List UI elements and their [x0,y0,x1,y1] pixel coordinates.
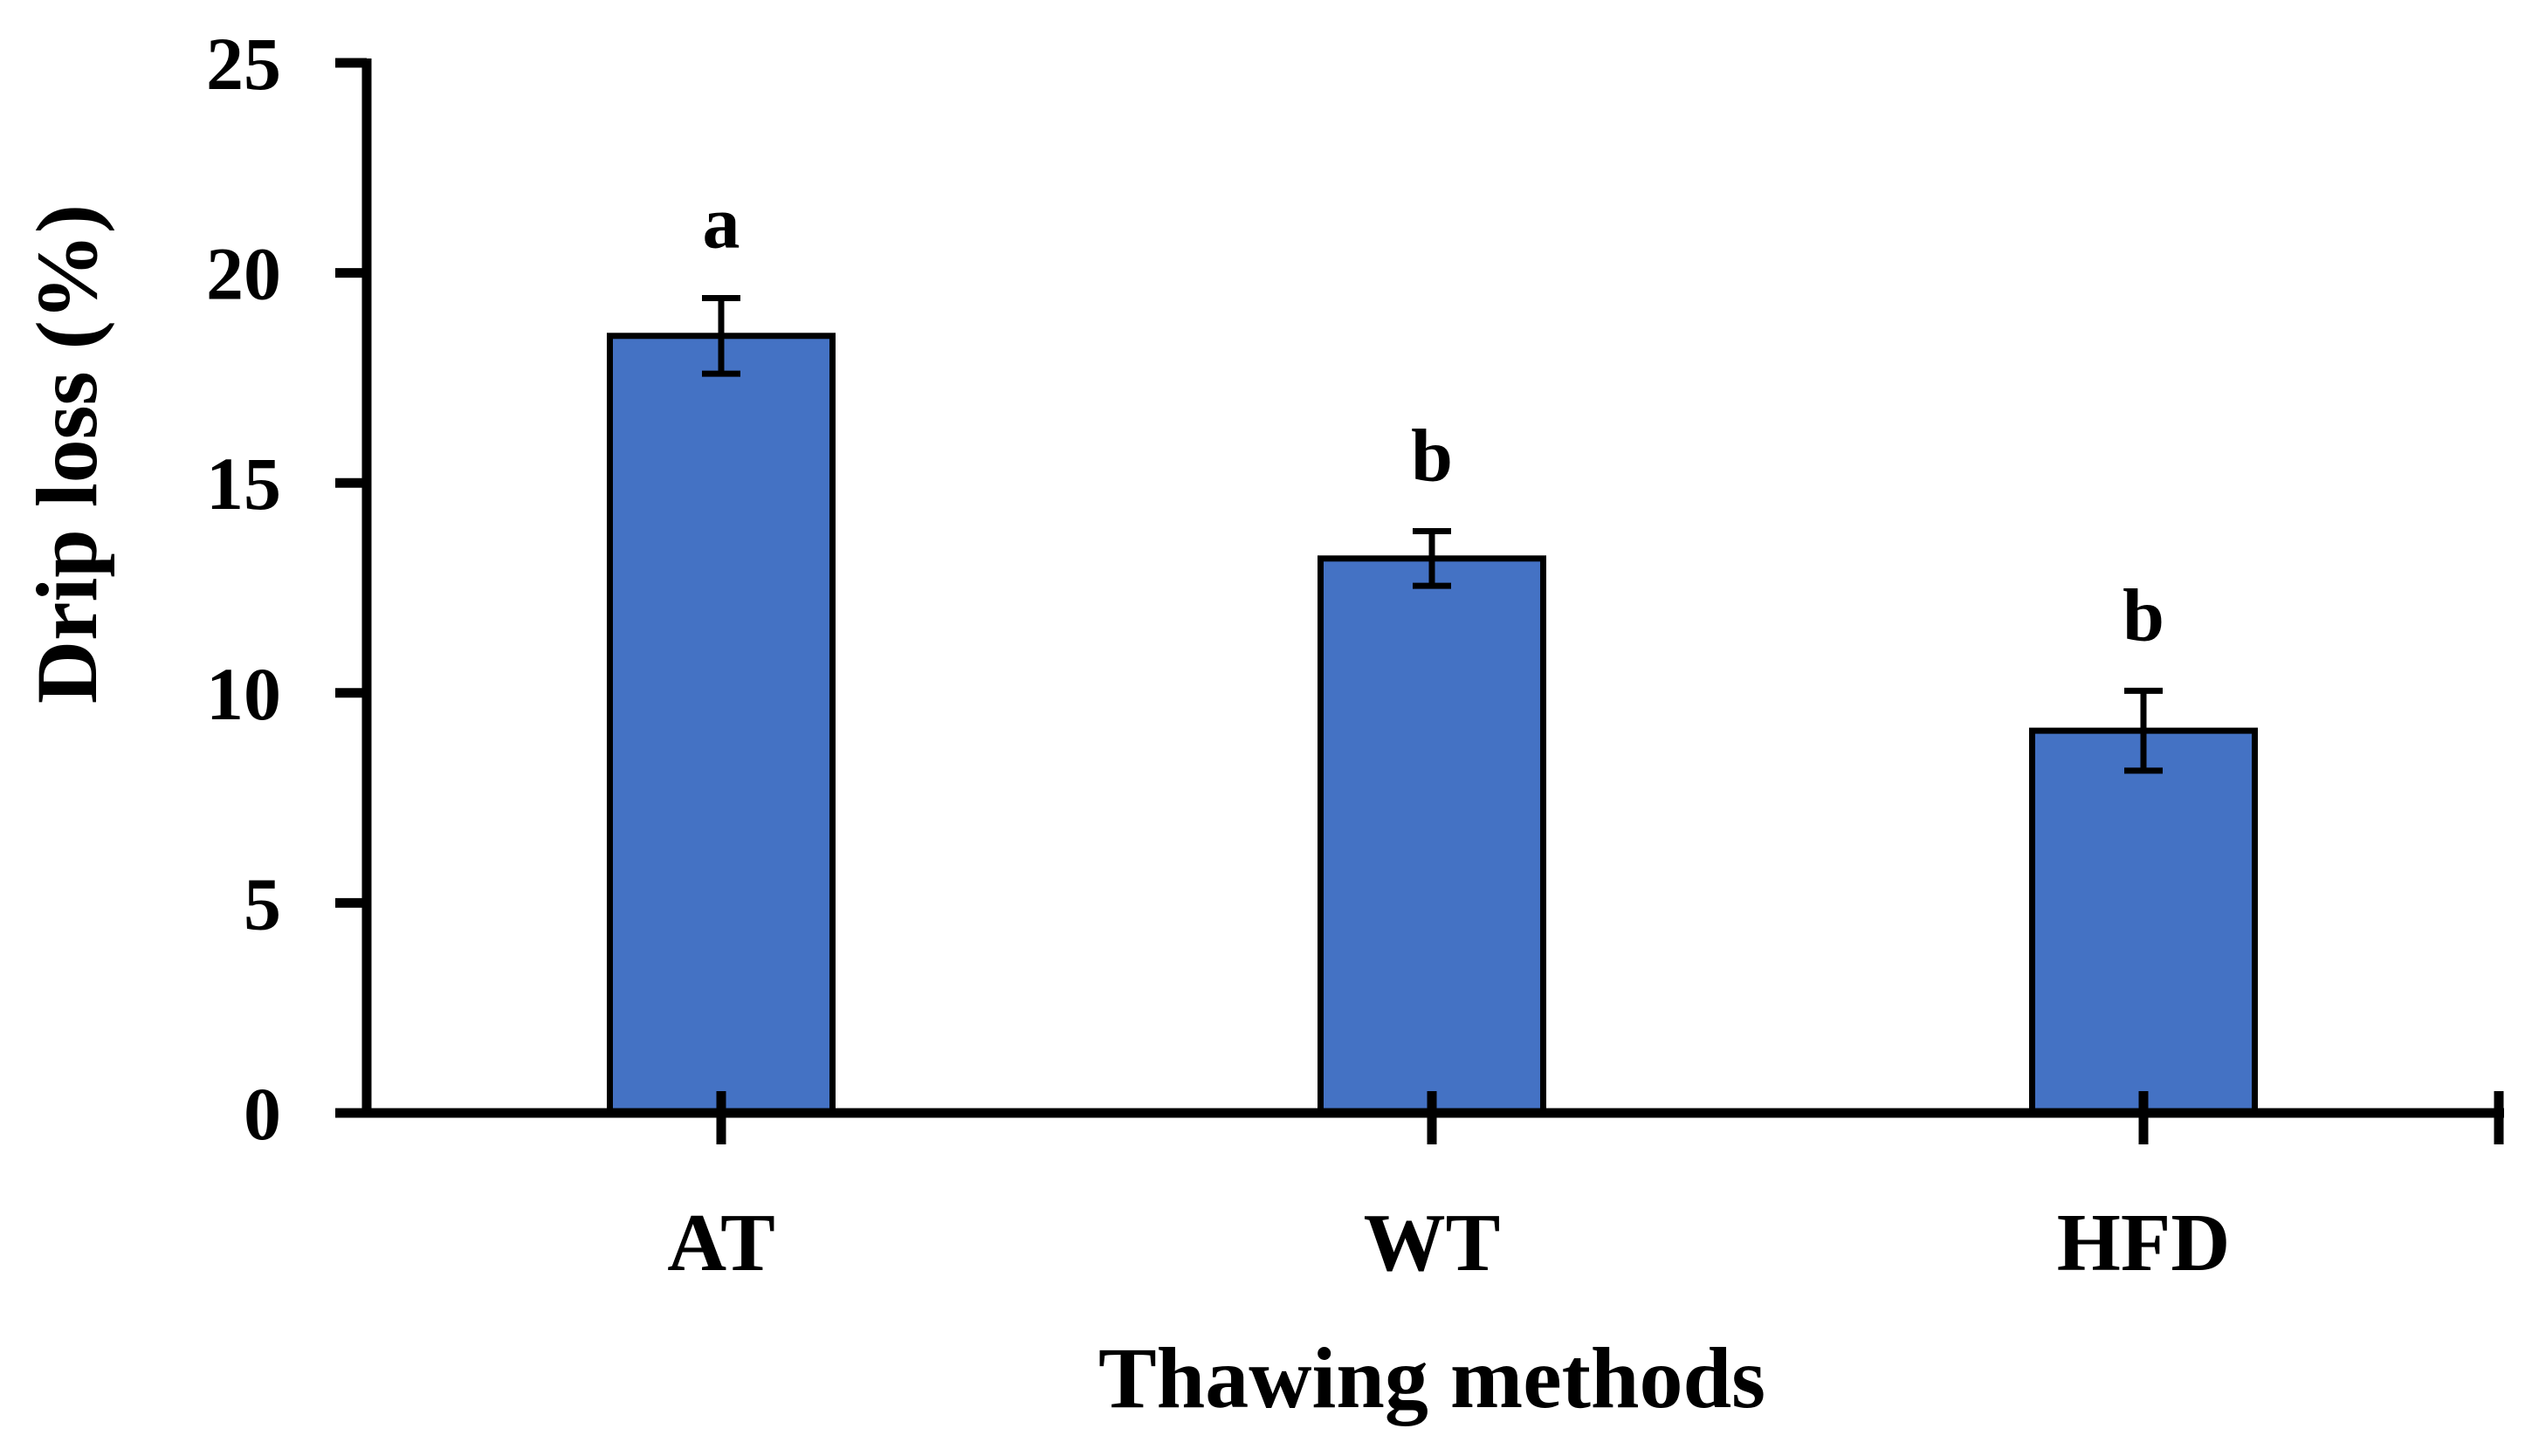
bar-WT [1318,555,1546,1116]
x-axis-title: Thawing methods [1098,1329,1765,1426]
x-tick-label-WT: WT [1364,1198,1501,1288]
y-tick-label-15: 15 [206,442,281,525]
error-bar-WT [1413,528,1451,589]
bar-HFD [2029,727,2258,1116]
y-tick-label-10: 10 [206,652,281,736]
y-tick-label-5: 5 [244,862,281,945]
x-tick-label-AT: AT [667,1198,775,1288]
x-tick-label-HFD: HFD [2057,1198,2230,1288]
ticks-layer [335,58,2504,1144]
y-tick-label-20: 20 [206,232,281,316]
y-tick-label-25: 25 [206,22,281,106]
significance-letter-WT: b [1411,414,1453,498]
significance-letter-AT: a [703,180,740,264]
error-bar-AT [702,294,740,377]
bars-layer [607,294,2258,1116]
significance-letter-HFD: b [2123,573,2164,656]
labels-layer: 0 5 10 15 20 25 a AT b WT b HFD [206,22,2230,1288]
y-axis-title: Drip loss (%) [18,204,115,704]
y-tick-label-0: 0 [244,1072,281,1156]
error-bar-HFD [2124,687,2163,774]
bar-AT [607,333,836,1116]
